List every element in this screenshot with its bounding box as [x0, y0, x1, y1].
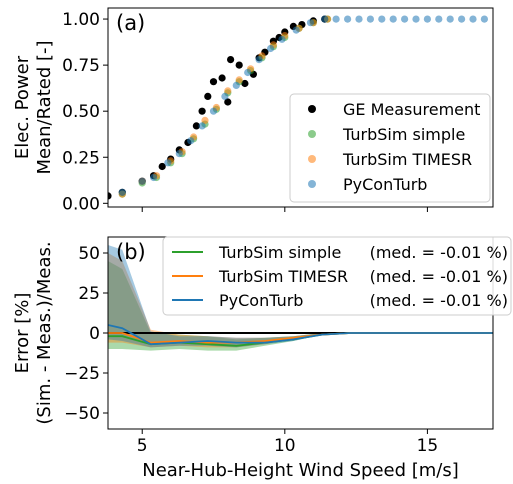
data-point	[209, 107, 218, 115]
data-point	[108, 192, 112, 200]
data-point	[187, 137, 195, 145]
data-point	[232, 81, 240, 89]
legend-median: (med. = -0.01 %)	[370, 243, 508, 262]
data-point	[321, 15, 329, 23]
data-point	[241, 79, 249, 88]
y-tick-label: −50	[64, 404, 100, 424]
panel-a: 0.00 0.25 0.50 0.75 1.00 Elec. Power Mean/Rate…	[12, 7, 494, 214]
x-tick-label: 10	[274, 436, 296, 456]
legend-label: GE Measurement	[343, 100, 480, 119]
data-point	[209, 78, 218, 86]
data-point	[446, 15, 454, 23]
data-point	[218, 74, 226, 82]
y-axis-title: Elec. Power	[12, 55, 33, 159]
band-2	[108, 245, 493, 348]
data-point	[175, 150, 183, 158]
y-axis-title: Mean/Rated [-]	[34, 40, 55, 174]
data-point	[118, 188, 126, 196]
data-point	[401, 15, 409, 23]
data-point	[469, 15, 477, 23]
data-point	[221, 92, 229, 100]
legend-label: PyConTurb	[219, 291, 303, 310]
panel-label: (b)	[116, 240, 146, 264]
plot-area	[108, 15, 488, 200]
data-point	[332, 15, 340, 23]
legend: GE Measurement TurbSim simple TurbSim TIME…	[289, 93, 491, 203]
legend-median: (med. = -0.01 %)	[370, 267, 508, 286]
data-point	[255, 56, 263, 64]
legend-label: TurbSim TIMESR	[218, 267, 348, 286]
data-point	[204, 92, 212, 100]
axes-frame	[107, 7, 494, 208]
y-tick-label: −25	[64, 364, 100, 384]
y-tick-label: 0.75	[62, 56, 100, 76]
legend-label: TurbSim simple	[342, 125, 465, 144]
legend-box	[289, 93, 491, 203]
data-point	[278, 35, 286, 43]
data-point	[412, 15, 420, 23]
data-point	[292, 26, 300, 34]
data-point	[423, 15, 431, 23]
data-point	[306, 19, 315, 27]
panel-label: (a)	[116, 11, 145, 35]
panel-b: 5 10 15 −50 −25 0 25 50 Error [%] (Sim. - Meas.)/…	[12, 236, 512, 481]
data-point	[224, 98, 232, 106]
band-1	[108, 253, 493, 348]
data-point	[435, 15, 443, 23]
y-tick-label: 0	[89, 324, 100, 344]
data-point	[355, 15, 363, 23]
legend-label: TurbSim TIMESR	[342, 150, 472, 169]
legend: TurbSim simple (med. = -0.01 %) TurbSim TI…	[162, 236, 512, 316]
data-point	[389, 15, 397, 23]
y-tick-label: 25	[78, 284, 100, 304]
data-point	[198, 107, 206, 115]
data-point	[224, 87, 232, 95]
y-tick-label: 50	[78, 244, 100, 264]
y-axis-title: (Sim. - Meas.)/Meas.	[34, 241, 55, 424]
legend-median: (med. = -0.01 %)	[370, 291, 508, 310]
legend-box	[162, 236, 512, 316]
data-point	[235, 76, 243, 84]
y-tick-label: 1.00	[62, 10, 100, 30]
data-point	[158, 162, 166, 171]
y-tick-label: 0.00	[62, 194, 100, 214]
x-tick-label: 15	[417, 436, 439, 456]
data-point	[192, 122, 200, 130]
series-3	[118, 15, 488, 196]
data-point	[458, 15, 466, 23]
data-point	[378, 15, 386, 23]
legend-label: TurbSim simple	[218, 243, 341, 262]
data-point	[138, 177, 146, 185]
y-tick-label: 0.25	[62, 148, 100, 168]
y-tick-label: 0.50	[62, 102, 100, 122]
median-line-2	[108, 324, 493, 346]
data-point	[366, 15, 374, 23]
data-point	[267, 44, 275, 53]
legend-marker	[308, 155, 316, 163]
data-point	[227, 56, 235, 64]
data-point	[201, 116, 209, 124]
x-axis-title: Near-Hub-Height Wind Speed [m/s]	[142, 460, 459, 481]
legend-label: PyConTurb	[343, 175, 427, 194]
y-axis-title: Error [%]	[12, 293, 33, 374]
data-point	[198, 122, 206, 130]
x-tick-label: 5	[137, 436, 148, 456]
data-point	[150, 173, 158, 182]
data-point	[244, 68, 252, 77]
data-point	[235, 61, 243, 69]
data-point	[344, 15, 352, 23]
data-point	[480, 15, 488, 23]
data-point	[164, 159, 172, 167]
legend-marker	[308, 180, 316, 188]
plot-area	[108, 245, 493, 351]
legend-marker	[308, 105, 316, 113]
legend-marker	[308, 130, 316, 138]
